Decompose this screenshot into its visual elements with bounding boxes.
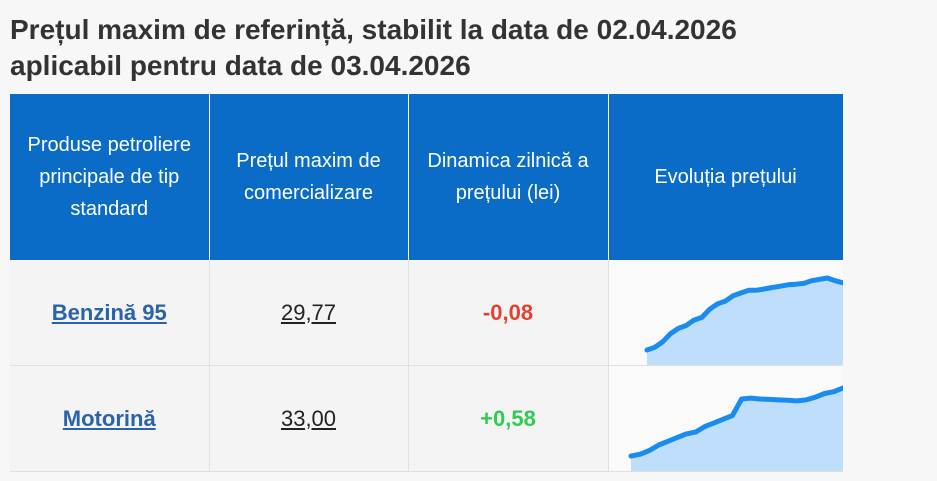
table-header-row: Produse petroliere principale de tip sta… <box>10 94 843 260</box>
price-table: Produse petroliere principale de tip sta… <box>10 94 843 472</box>
daily-change-benzina-95: -0,08 <box>482 299 534 325</box>
page-title: Prețul maxim de referință, stabilit la d… <box>10 12 737 84</box>
sparkline-area <box>646 278 843 365</box>
sparkline-cell <box>608 260 843 366</box>
header-product: Produse petroliere principale de tip sta… <box>10 94 210 260</box>
delta-cell: +0,58 <box>408 365 609 472</box>
price-cell: 29,77 <box>209 260 409 366</box>
product-cell: Motorină <box>10 365 210 472</box>
sparkline-benzina-95 <box>644 275 843 365</box>
table-row: Motorină 33,00 +0,58 <box>10 365 843 472</box>
product-cell: Benzină 95 <box>10 260 210 366</box>
delta-cell: -0,08 <box>408 260 609 366</box>
sparkline-cell <box>608 365 843 472</box>
title-line-1: Prețul maxim de referință, stabilit la d… <box>10 14 737 45</box>
title-line-2: aplicabil pentru data de 03.04.2026 <box>10 50 471 81</box>
sparkline-line <box>628 385 843 459</box>
sparkline-motorina <box>628 385 843 471</box>
daily-change-motorina: +0,58 <box>480 405 536 431</box>
header-max-price: Prețul maxim de comercializare <box>209 94 409 260</box>
sparkline-line <box>644 275 843 353</box>
table-row: Benzină 95 29,77 -0,08 <box>10 260 843 366</box>
price-cell: 33,00 <box>209 365 409 472</box>
price-link-benzina-95[interactable]: 29,77 <box>280 299 337 325</box>
header-price-evolution: Evoluția prețului <box>608 94 843 260</box>
sparkline-area <box>630 388 843 471</box>
product-link-motorina[interactable]: Motorină <box>62 405 156 431</box>
header-daily-change: Dinamica zilnică a prețului (lei) <box>408 94 609 260</box>
product-link-benzina-95[interactable]: Benzină 95 <box>51 299 167 325</box>
price-link-motorina[interactable]: 33,00 <box>280 405 337 431</box>
